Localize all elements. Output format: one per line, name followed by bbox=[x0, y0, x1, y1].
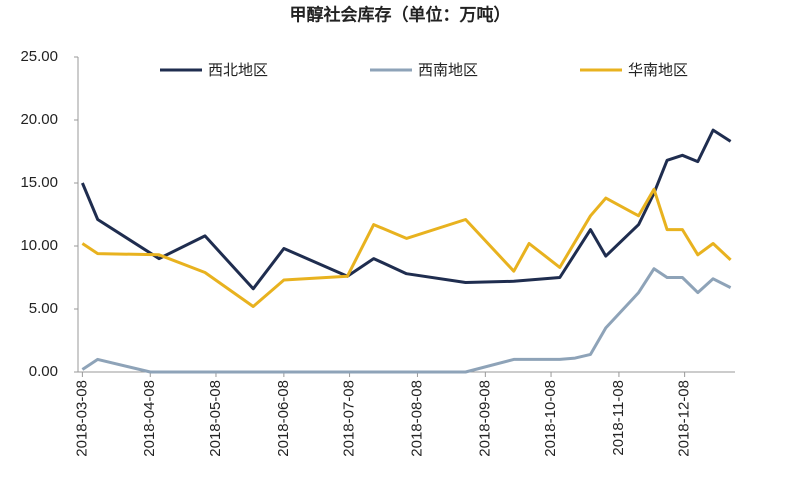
x-tick-label: 2018-12-08 bbox=[676, 380, 693, 457]
x-tick-label: 2018-08-08 bbox=[408, 380, 425, 457]
x-tick-label: 2018-06-08 bbox=[275, 380, 292, 457]
x-tick-label: 2018-11-08 bbox=[610, 380, 627, 456]
series-line bbox=[81, 128, 732, 291]
y-tick-label: 15.00 bbox=[20, 174, 58, 191]
x-tick-label: 2018-07-08 bbox=[341, 380, 358, 457]
x-tick-label: 2018-03-08 bbox=[73, 380, 90, 457]
series-line bbox=[81, 187, 732, 308]
y-tick-label: 10.00 bbox=[20, 237, 58, 254]
y-tick-label: 25.00 bbox=[20, 48, 58, 65]
legend-label: 西南地区 bbox=[418, 62, 478, 79]
legend-label: 西北地区 bbox=[208, 62, 268, 79]
x-tick-label: 2018-09-08 bbox=[476, 380, 493, 457]
chart-title: 甲醇社会库存（单位：万吨） bbox=[290, 4, 511, 24]
x-tick-label: 2018-04-08 bbox=[141, 380, 158, 457]
series-line bbox=[81, 267, 732, 374]
x-tick-label: 2018-10-08 bbox=[542, 380, 559, 457]
y-tick-label: 0.00 bbox=[29, 363, 58, 380]
y-tick-label: 20.00 bbox=[20, 111, 58, 128]
y-tick-label: 5.00 bbox=[29, 300, 58, 317]
x-tick-label: 2018-05-08 bbox=[207, 380, 224, 457]
legend-label: 华南地区 bbox=[628, 62, 688, 79]
